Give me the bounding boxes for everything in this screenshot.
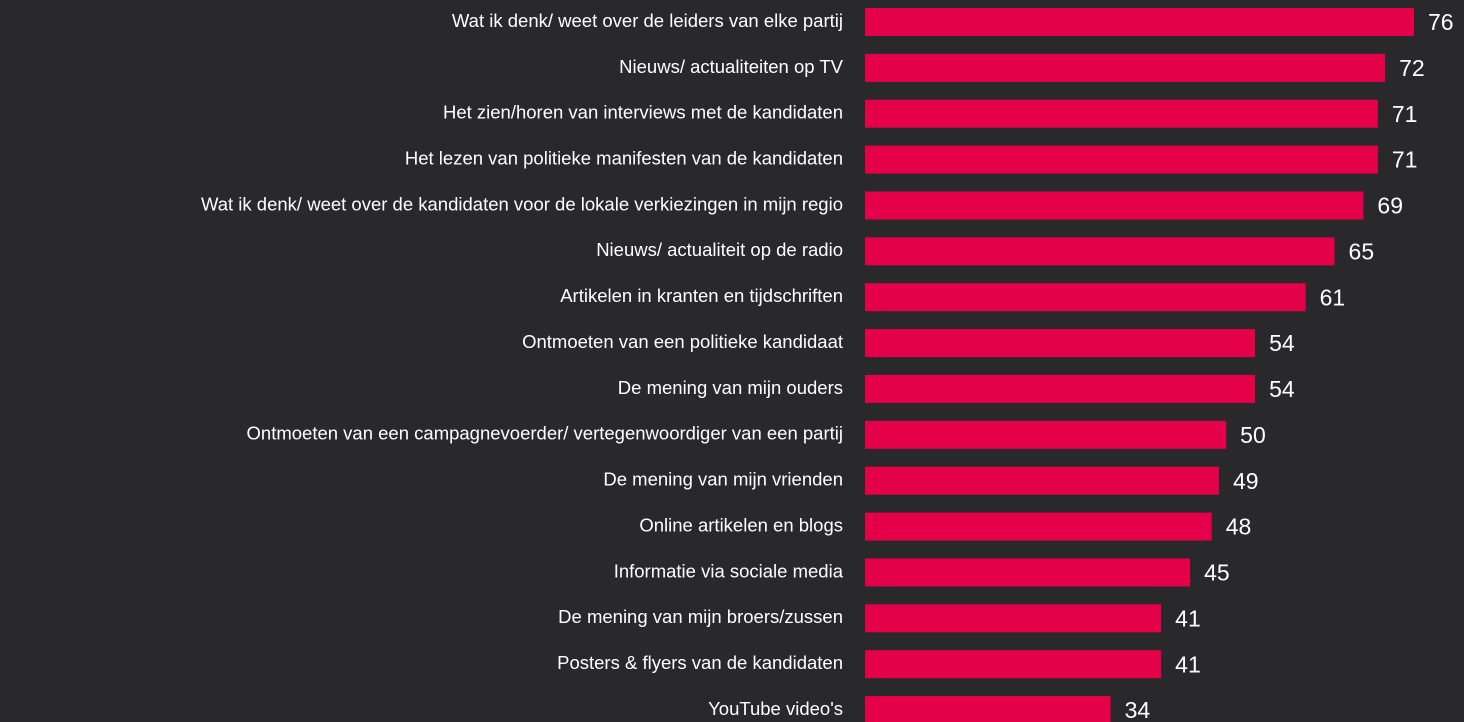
value-label: 41 [1175, 605, 1201, 631]
value-label: 49 [1233, 468, 1259, 494]
category-label: Online artikelen en blogs [639, 514, 843, 535]
value-label: 48 [1226, 514, 1252, 540]
category-label: Wat ik denk/ weet over de kandidaten voo… [201, 193, 843, 214]
bar [865, 145, 1378, 174]
bar [865, 420, 1227, 449]
value-label: 34 [1125, 697, 1151, 722]
category-label: Ontmoeten van een politieke kandidaat [522, 331, 843, 352]
category-label: Wat ik denk/ weet over de leiders van el… [452, 10, 843, 31]
value-label: 72 [1399, 55, 1425, 81]
value-label: 50 [1240, 422, 1266, 448]
bar [865, 237, 1335, 266]
value-label: 76 [1428, 9, 1454, 35]
bar [865, 191, 1364, 220]
bar [865, 650, 1162, 679]
category-label: Ontmoeten van een campagnevoerder/ verte… [247, 423, 843, 444]
bar [865, 374, 1256, 403]
category-label: De mening van mijn ouders [618, 377, 843, 398]
category-label: De mening van mijn vrienden [603, 469, 843, 490]
value-label: 54 [1269, 330, 1295, 356]
bar [865, 696, 1111, 722]
category-label: Posters & flyers van de kandidaten [557, 652, 843, 673]
category-label: Nieuws/ actualiteit op de radio [596, 239, 843, 260]
bar [865, 283, 1306, 312]
value-label: 54 [1269, 376, 1295, 402]
value-label: 71 [1392, 101, 1418, 127]
value-label: 69 [1377, 193, 1403, 219]
category-label: YouTube video's [708, 698, 843, 719]
category-label: Het lezen van politieke manifesten van d… [405, 148, 843, 169]
value-label: 65 [1349, 238, 1375, 264]
category-label: Nieuws/ actualiteiten op TV [619, 56, 843, 77]
bar [865, 99, 1378, 128]
bar [865, 8, 1414, 36]
value-label: 61 [1320, 284, 1346, 310]
bar [865, 604, 1162, 633]
category-label: Informatie via sociale media [614, 560, 844, 581]
category-label: Het zien/horen van interviews met de kan… [443, 102, 843, 123]
bar [865, 53, 1386, 82]
value-label: 71 [1392, 147, 1418, 173]
category-label: De mening van mijn broers/zussen [558, 606, 843, 627]
value-label: 45 [1204, 560, 1230, 586]
bar [865, 329, 1256, 358]
category-label: Artikelen in kranten en tijdschriften [560, 285, 843, 306]
bar [865, 512, 1212, 541]
bar [865, 558, 1191, 587]
bar [865, 466, 1219, 495]
value-label: 41 [1175, 651, 1201, 677]
